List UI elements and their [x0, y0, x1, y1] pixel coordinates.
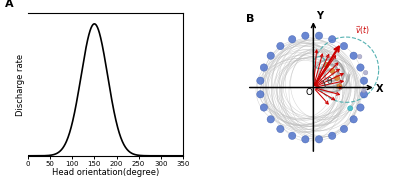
- Circle shape: [362, 88, 366, 93]
- Circle shape: [337, 84, 342, 89]
- Circle shape: [302, 136, 309, 143]
- Circle shape: [335, 75, 340, 81]
- Circle shape: [358, 54, 362, 59]
- Text: X: X: [376, 84, 384, 94]
- Circle shape: [315, 32, 323, 39]
- Circle shape: [277, 42, 284, 50]
- Text: Y: Y: [316, 11, 323, 21]
- Circle shape: [357, 104, 364, 111]
- Circle shape: [348, 106, 353, 111]
- Circle shape: [330, 68, 335, 73]
- Circle shape: [267, 52, 274, 59]
- Y-axis label: Discharge rate: Discharge rate: [16, 54, 25, 116]
- Circle shape: [357, 64, 364, 71]
- Text: O: O: [305, 88, 312, 97]
- Circle shape: [288, 36, 296, 43]
- Circle shape: [315, 136, 323, 143]
- Circle shape: [260, 64, 268, 71]
- Circle shape: [328, 132, 336, 139]
- Circle shape: [340, 125, 348, 133]
- Circle shape: [328, 36, 336, 43]
- Circle shape: [277, 125, 284, 133]
- Circle shape: [267, 116, 274, 123]
- Circle shape: [360, 91, 368, 98]
- Circle shape: [257, 91, 264, 98]
- Circle shape: [257, 77, 264, 84]
- Circle shape: [350, 116, 357, 123]
- Circle shape: [360, 77, 368, 84]
- Text: A: A: [5, 0, 13, 9]
- Circle shape: [302, 32, 309, 39]
- Circle shape: [324, 63, 329, 67]
- Circle shape: [340, 42, 348, 50]
- Text: $\vec{v}(t)$: $\vec{v}(t)$: [355, 24, 370, 37]
- Circle shape: [288, 132, 296, 139]
- Text: θ: θ: [326, 77, 332, 86]
- Circle shape: [350, 52, 357, 59]
- Text: B: B: [246, 14, 255, 25]
- Circle shape: [363, 70, 368, 75]
- Circle shape: [260, 104, 268, 111]
- X-axis label: Head orientation(degree): Head orientation(degree): [52, 168, 159, 177]
